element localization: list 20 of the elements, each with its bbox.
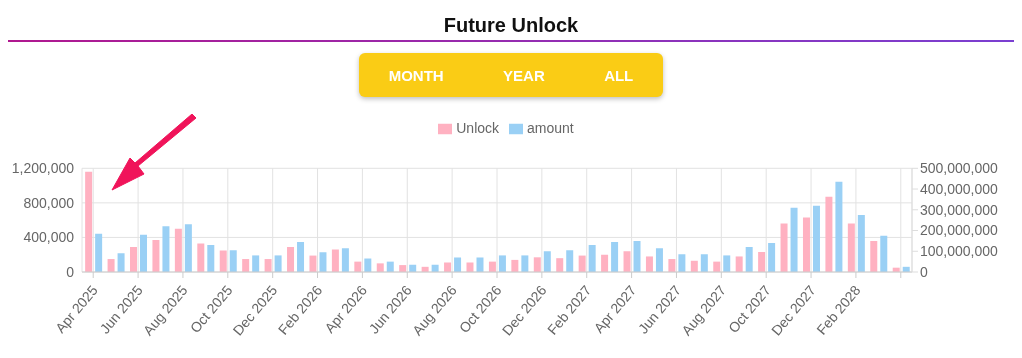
button-group: MONTH YEAR ALL <box>359 53 663 97</box>
y-tick-label: 0 <box>66 263 75 280</box>
legend-label: Unlock <box>456 120 500 136</box>
y2-tick-label: 500,000,000 <box>920 160 999 177</box>
y2-tick-label: 100,000,000 <box>920 243 999 260</box>
bar <box>140 234 148 272</box>
bar <box>802 217 810 272</box>
bar <box>645 256 653 272</box>
bar <box>297 241 305 272</box>
y-tick-label: 400,000 <box>23 229 75 246</box>
y2-tick-label: 0 <box>920 263 928 280</box>
y2-tick-label: 400,000,000 <box>920 181 999 198</box>
y2-tick-label: 300,000,000 <box>920 201 999 218</box>
y2-tick-label: 200,000,000 <box>920 222 999 239</box>
y-tick-label: 1,200,000 <box>11 160 75 177</box>
bar <box>85 171 93 272</box>
bar <box>454 257 462 272</box>
chart-title: Future Unlock <box>442 14 580 37</box>
y-tick-label: 800,000 <box>23 194 75 211</box>
legend-label: amount <box>527 120 574 136</box>
